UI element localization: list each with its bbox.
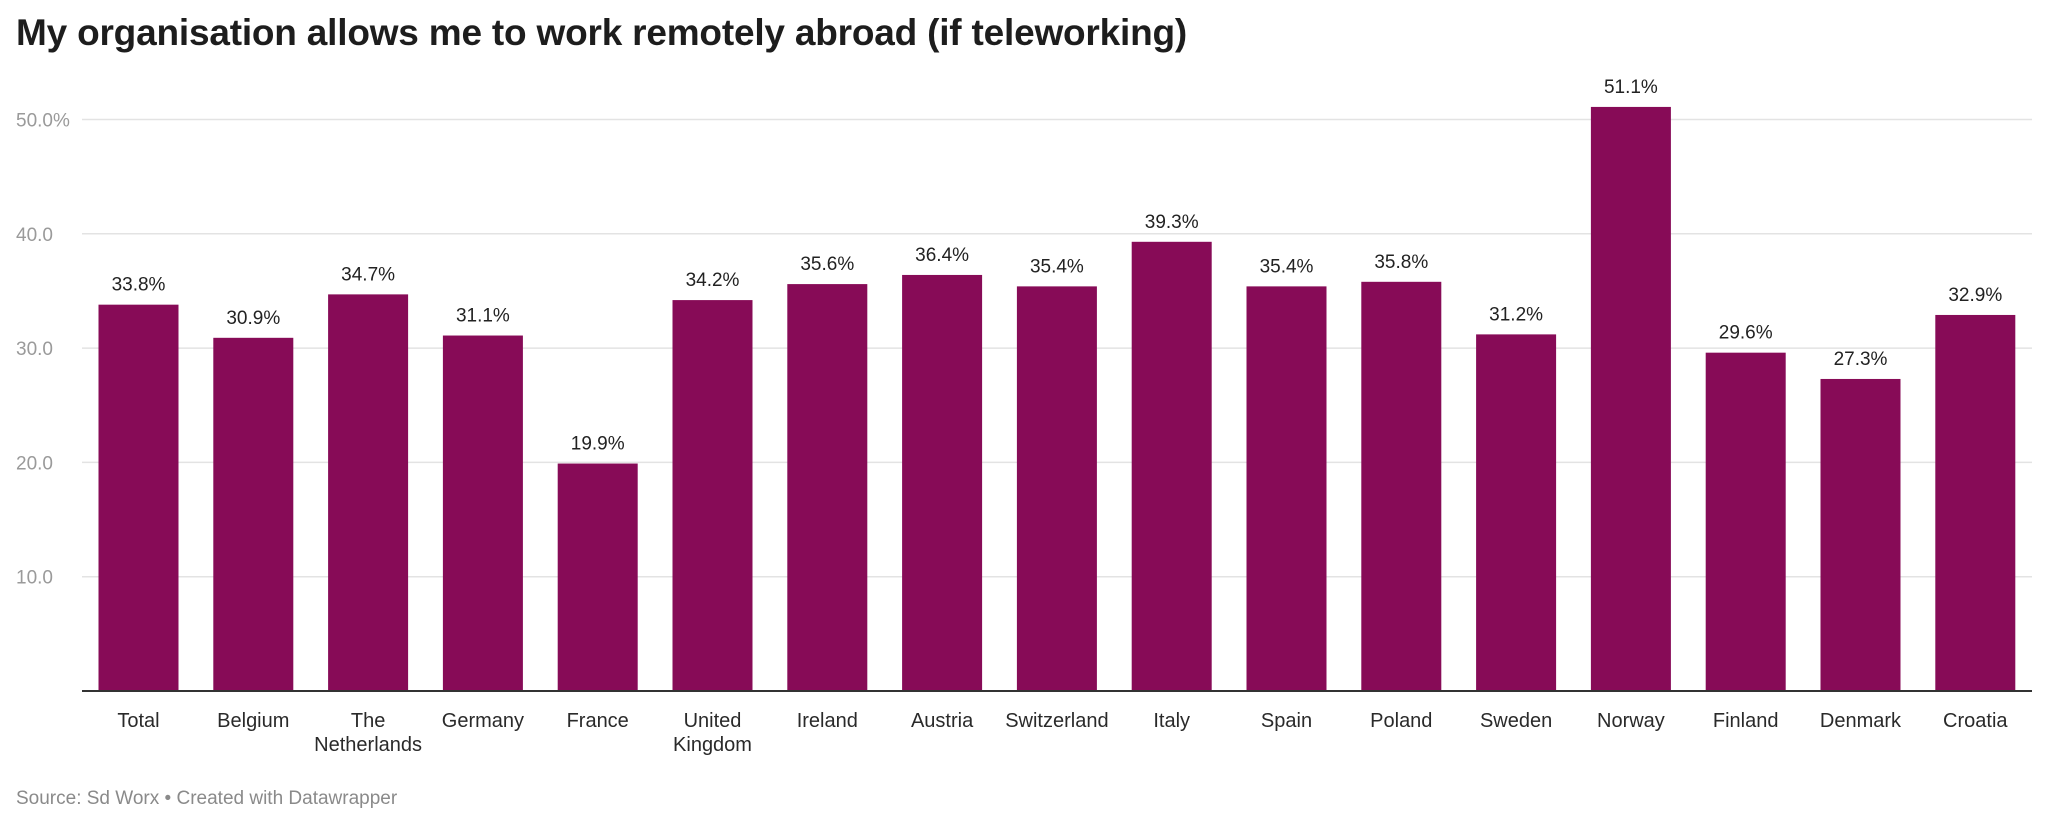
value-label: 36.4% [915,245,969,266]
bar [213,337,294,691]
value-label: 35.8% [1374,252,1428,273]
category-label: Total [117,710,159,732]
category-label: France [567,710,629,732]
category-label: Germany [442,710,524,732]
bar [1705,352,1786,691]
value-label: 32.9% [1948,285,2002,306]
value-label: 35.6% [800,254,854,275]
y-tick-label: 30.0 [16,339,53,360]
y-tick-label: 40.0 [16,225,53,246]
bar [98,304,179,691]
bar [787,284,868,691]
category-label: Denmark [1820,710,1902,732]
source-text: Source: Sd Worx [16,788,160,809]
value-label: 35.4% [1260,256,1314,277]
source-footer: Source: Sd Worx • Created with Datawrapp… [16,788,397,810]
bar [1361,281,1442,691]
bar [1590,106,1671,691]
bar [1820,378,1901,691]
category-label: Sweden [1480,710,1552,732]
y-tick-label: 50.0% [16,111,70,132]
chart-title: My organisation allows me to work remote… [16,12,1188,53]
value-label: 19.9% [571,434,625,455]
category-label: Italy [1153,710,1190,732]
category-label: Norway [1597,710,1665,732]
bar [902,274,983,691]
bar [1131,241,1212,691]
value-label: 35.4% [1030,256,1084,277]
category-label: Switzerland [1005,710,1108,732]
value-label: 39.3% [1145,212,1199,233]
bar [557,463,638,691]
value-label: 34.2% [686,270,740,291]
category-label: The Netherlands [314,710,422,756]
category-label: United Kingdom [673,710,752,756]
value-label: 30.9% [226,308,280,329]
y-tick-label: 10.0 [16,568,53,589]
bar [1935,314,2016,691]
footer-separator: • [159,788,177,809]
category-label: Poland [1370,710,1432,732]
category-label: Finland [1713,710,1779,732]
category-label: Ireland [797,710,858,732]
value-label: 34.7% [341,264,395,285]
value-label: 31.1% [456,306,510,327]
x-axis: Total Belgium The Netherlands Germany France U… [82,690,2032,756]
bar [672,300,753,691]
bar [1476,334,1557,691]
value-label: 33.8% [112,275,166,296]
y-tick-label: 20.0 [16,453,53,474]
bars: 33.8% 30.9% 34.7% 31.1% 19.9% 34.2% 35.6% 36.4%… [98,77,2016,691]
category-label: Belgium [217,710,289,732]
bar [328,294,409,691]
credit-text: Created with Datawrapper [176,788,398,809]
category-label: Spain [1261,710,1312,732]
value-label: 29.6% [1719,323,1773,344]
category-label: Croatia [1943,710,2008,732]
bar [1016,286,1097,691]
value-label: 27.3% [1834,349,1888,370]
category-label: Austria [911,710,974,732]
bar [442,335,523,691]
value-label: 51.1% [1604,77,1658,98]
value-label: 31.2% [1489,304,1543,325]
bar [1246,286,1327,691]
